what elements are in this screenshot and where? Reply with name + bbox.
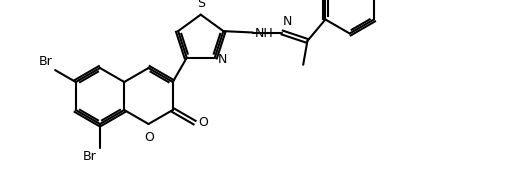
- Text: S: S: [197, 0, 205, 10]
- Text: N: N: [283, 15, 293, 27]
- Text: NH: NH: [255, 27, 273, 40]
- Text: O: O: [199, 116, 208, 129]
- Text: N: N: [218, 53, 227, 66]
- Text: Br: Br: [83, 150, 97, 163]
- Text: Br: Br: [39, 55, 52, 68]
- Text: O: O: [145, 131, 154, 144]
